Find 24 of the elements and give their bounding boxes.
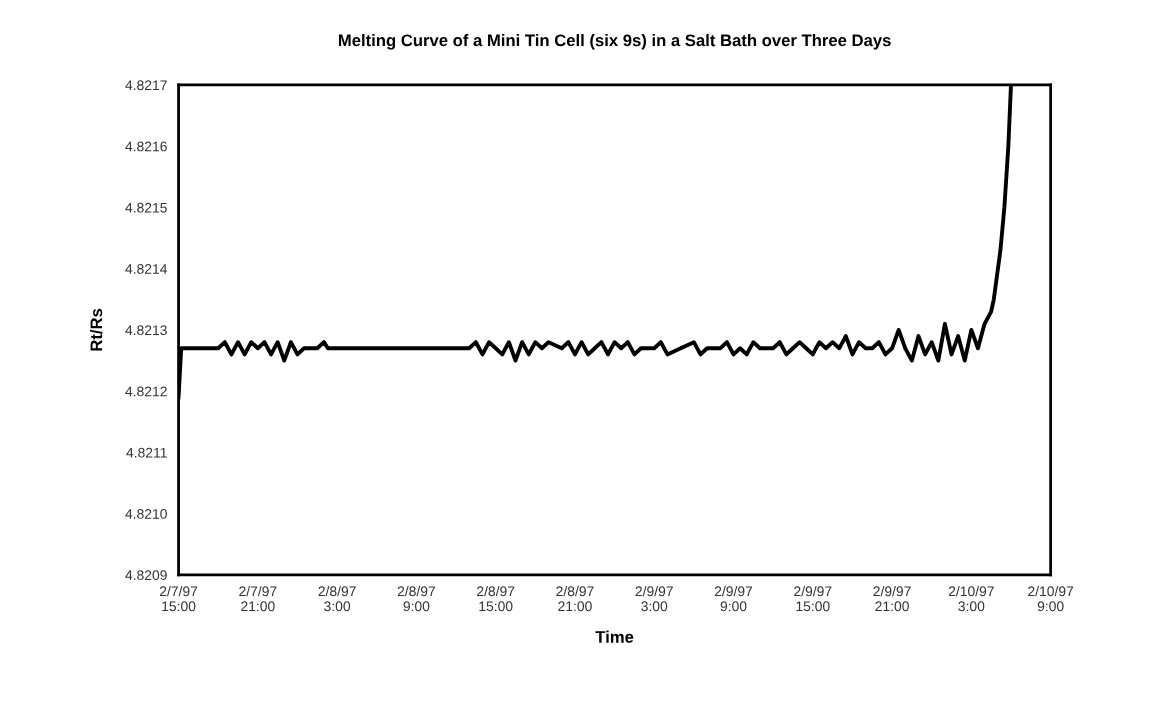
x-tick-label: 2/7/97 15:00	[159, 586, 198, 612]
y-tick-label: 4.8214	[125, 264, 168, 274]
x-tick-label: 2/9/97 3:00	[635, 586, 673, 612]
y-tick-label: 4.8210	[125, 508, 167, 519]
y-axis-title: Rt/Rs	[89, 308, 103, 351]
chart-title: Melting Curve of a Mini Tin Cell (six 9s) in a Salt Bath over Three Days	[338, 33, 891, 50]
y-tick-label: 4.8211	[126, 447, 167, 458]
x-tick-label: 2/8/97 9:00	[397, 586, 436, 612]
y-tick-label: 4.8215	[125, 202, 167, 213]
x-tick-label: 2/9/97 9:00	[714, 586, 753, 612]
x-tick-label: 2/8/97 21:00	[556, 586, 594, 612]
x-tick-label: 2/10/97 9:00	[1028, 586, 1074, 612]
y-tick-label: 4.8209	[125, 570, 167, 581]
y-tick-label: 4.8217	[125, 80, 167, 91]
y-tick-label: 4.8213	[125, 325, 167, 336]
x-tick-label: 2/8/97 3:00	[318, 586, 356, 612]
x-tick-label: 2/7/97 21:00	[239, 586, 277, 612]
x-tick-label: 2/8/97 15:00	[477, 586, 515, 612]
x-axis-title: Time	[595, 630, 634, 643]
y-tick-label: 4.8212	[125, 386, 167, 397]
y-tick-label: 4.8216	[125, 141, 167, 152]
x-tick-label: 2/9/97 15:00	[794, 586, 832, 612]
x-tick-label: 2/9/97 21:00	[873, 586, 911, 612]
x-tick-label: 2/10/97 3:00	[948, 586, 994, 612]
